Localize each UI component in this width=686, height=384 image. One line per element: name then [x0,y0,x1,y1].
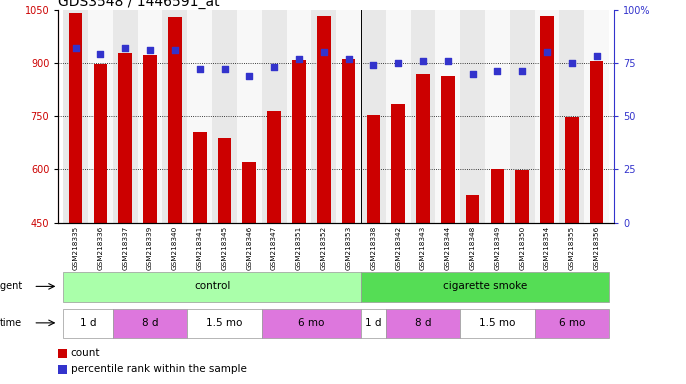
Point [517,68,528,74]
Bar [361,10,386,223]
Point [145,47,156,53]
Point [219,66,230,72]
Bar [113,309,187,338]
Bar [584,10,609,223]
Bar [386,10,410,223]
Bar [366,116,380,223]
Bar [287,10,311,223]
Bar [436,10,460,223]
Bar [386,309,460,338]
Text: percentile rank within the sample: percentile rank within the sample [71,364,246,374]
Bar [119,53,132,223]
Bar [63,272,361,302]
Point [169,47,180,53]
Bar [187,10,212,223]
Bar [193,132,206,223]
Bar [262,10,287,223]
Bar [168,17,182,223]
Bar [416,73,430,223]
Point [343,56,354,62]
Bar [212,10,237,223]
Text: 8 d: 8 d [415,318,431,328]
Bar [510,10,534,223]
Bar [94,64,107,223]
Text: count: count [71,348,100,358]
Bar [268,111,281,223]
Text: agent: agent [0,281,22,291]
Text: 1.5 mo: 1.5 mo [206,318,243,328]
Bar [590,61,604,223]
Bar [88,10,113,223]
Bar [262,309,361,338]
Bar [485,10,510,223]
Text: GDS3548 / 1446591_at: GDS3548 / 1446591_at [58,0,220,8]
Bar [143,55,157,223]
Text: 6 mo: 6 mo [558,318,585,328]
Text: cigarette smoke: cigarette smoke [443,281,527,291]
Text: 1 d: 1 d [80,318,96,328]
Point [368,62,379,68]
Bar [63,309,113,338]
Point [591,53,602,60]
Bar [336,10,361,223]
Point [244,73,255,79]
Text: 8 d: 8 d [142,318,158,328]
Point [567,60,578,66]
Bar [559,10,584,223]
Point [467,70,478,76]
Bar [237,10,262,223]
Bar [534,10,559,223]
Point [269,64,280,70]
Bar [342,59,355,223]
Bar [187,309,262,338]
Bar [63,10,88,223]
Point [392,60,403,66]
Point [194,66,205,72]
Text: 6 mo: 6 mo [298,318,324,328]
Bar [515,170,529,223]
Point [120,45,131,51]
Bar [163,10,187,223]
Bar [540,16,554,223]
Bar [441,76,455,223]
Bar [317,16,331,223]
Bar [217,138,231,223]
Point [294,56,305,62]
Text: 1 d: 1 d [365,318,381,328]
Point [70,45,81,51]
Bar [292,60,306,223]
Point [418,58,429,64]
Text: control: control [194,281,230,291]
Bar [361,272,609,302]
Bar [113,10,138,223]
Bar [565,117,578,223]
Bar [466,195,480,223]
Text: 1.5 mo: 1.5 mo [480,318,516,328]
Bar [361,309,386,338]
Point [95,51,106,58]
Point [541,49,552,55]
Bar [138,10,163,223]
Text: time: time [0,318,22,328]
Point [442,58,453,64]
Bar [311,10,336,223]
Bar [490,169,504,223]
Bar [69,13,82,223]
Bar [391,104,405,223]
Bar [410,10,436,223]
Point [492,68,503,74]
Bar [242,162,256,223]
Bar [534,309,609,338]
Point [318,49,329,55]
Bar [460,10,485,223]
Bar [460,309,534,338]
